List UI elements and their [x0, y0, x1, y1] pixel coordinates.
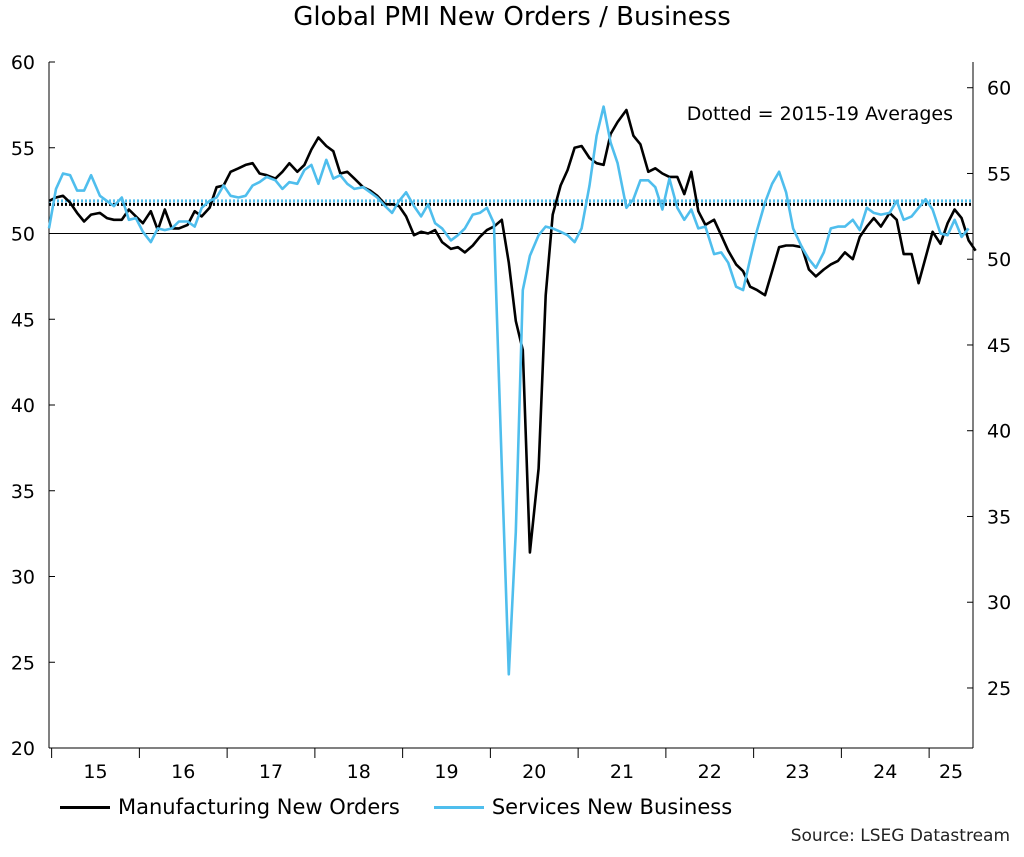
- left-tick-label: 45: [11, 309, 35, 331]
- legend-label-manufacturing: Manufacturing New Orders: [118, 795, 400, 819]
- x-tick-label: 22: [698, 761, 722, 783]
- left-tick-label: 25: [11, 652, 35, 674]
- right-tick-label: 55: [987, 163, 1011, 185]
- legend-swatch-manufacturing: [60, 805, 110, 809]
- reference-lines: [49, 199, 973, 234]
- right-tick-label: 45: [987, 335, 1011, 357]
- right-tick-label: 40: [987, 421, 1011, 443]
- left-tick-label: 40: [11, 395, 35, 417]
- left-tick-label: 60: [11, 52, 35, 74]
- chart-title: Global PMI New Orders / Business: [293, 2, 731, 32]
- x-tick-label: 24: [873, 761, 897, 783]
- x-tick-label: 17: [259, 761, 283, 783]
- x-tick-label: 18: [347, 761, 371, 783]
- x-tick-label: 21: [610, 761, 634, 783]
- legend: Manufacturing New Orders Services New Bu…: [60, 792, 766, 822]
- legend-item-manufacturing: Manufacturing New Orders: [60, 795, 400, 819]
- series-lines: [47, 105, 977, 676]
- legend-label-services: Services New Business: [491, 795, 733, 819]
- annotation-text: Dotted = 2015-19 Averages: [687, 103, 953, 125]
- x-tick-label: 20: [522, 761, 546, 783]
- right-tick-label: 50: [987, 249, 1011, 271]
- x-tick-label: 23: [785, 761, 809, 783]
- legend-item-services: Services New Business: [433, 795, 733, 819]
- series-line-manufacturing: [48, 108, 977, 554]
- x-tick-label: 25: [939, 761, 963, 783]
- x-tick-label: 16: [171, 761, 195, 783]
- left-tick-label: 20: [11, 738, 35, 760]
- right-tick-label: 25: [987, 678, 1011, 700]
- left-tick-label: 30: [11, 567, 35, 589]
- left-tick-label: 55: [11, 138, 35, 160]
- legend-swatch-services: [433, 805, 484, 809]
- x-tick-label: 19: [434, 761, 458, 783]
- source-note: Source: LSEG Datastream: [790, 826, 1010, 846]
- x-tick-label: 15: [83, 761, 107, 783]
- right-tick-label: 35: [987, 506, 1011, 528]
- left-tick-label: 35: [11, 481, 35, 503]
- left-tick-label: 50: [11, 224, 35, 246]
- series-line-services: [47, 105, 970, 676]
- right-tick-label: 60: [987, 78, 1011, 100]
- tick-labels: 20 25 30 35 40 45 50 55 60 25 30 35 40 45 50 55 60 15 16 17…: [11, 52, 1011, 783]
- right-tick-label: 30: [987, 592, 1011, 614]
